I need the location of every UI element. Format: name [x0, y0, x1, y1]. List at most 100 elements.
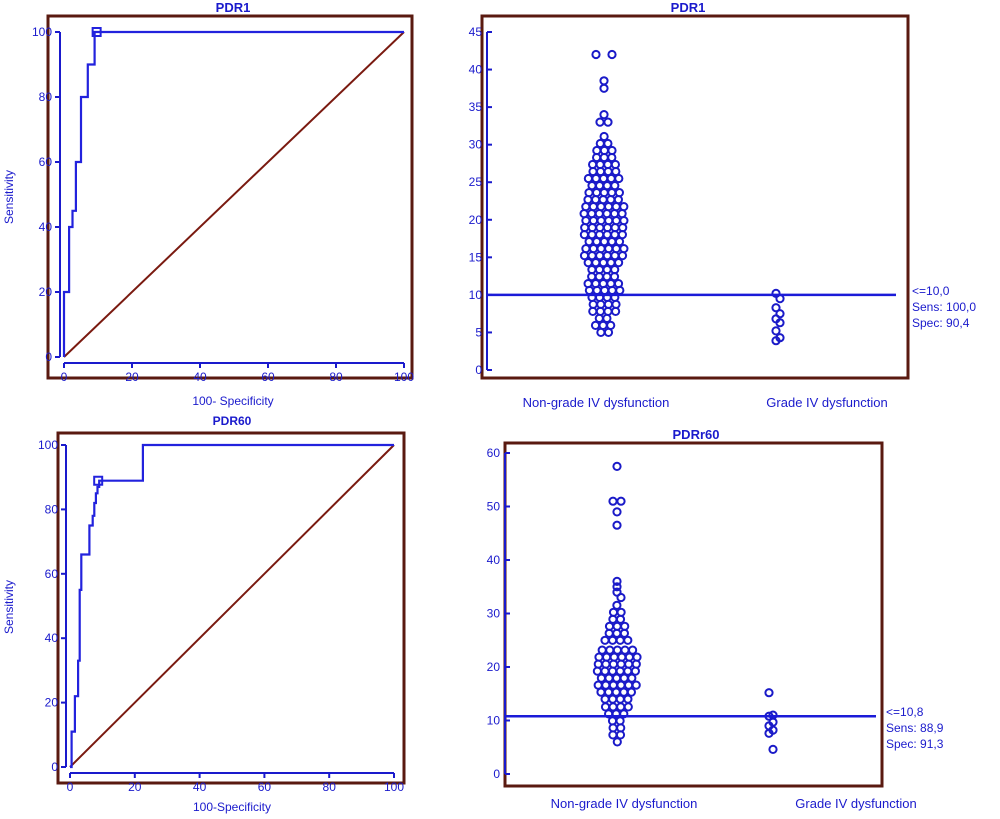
roc-pdr60-plot: 0 20 40 60 80 100 0 20 40 60 80 100	[38, 438, 404, 794]
roc-pdr1-criterion-marker	[91, 27, 102, 37]
dot-pdr1-non-grade-iv-point	[599, 131, 609, 142]
dot-pdr60-non-grade-iv-point	[616, 702, 626, 712]
roc-pdr1-ylabel: Sensitivity	[2, 170, 16, 224]
dot-pdr1-non-grade-iv-point	[606, 320, 616, 330]
dot-pdr60-plot: 0 10 20 30 40 50 60	[487, 446, 876, 781]
roc-pdr1-frame	[46, 14, 414, 380]
roc-pdr1-x-tick-label: 60	[261, 370, 275, 384]
dot-pdr60-non-grade-iv-point	[631, 680, 641, 690]
dot-pdr1-non-grade-iv-point	[599, 76, 609, 86]
dot-pdr60-panel: PDRr60 Non-grade IV dysfunction Grade IV…	[487, 427, 944, 811]
roc-pdr1-y-tick-label: 20	[39, 285, 53, 299]
dot-pdr1-non-grade-iv-point	[619, 244, 629, 254]
dot-pdr60-category-non-grade: Non-grade IV dysfunction	[551, 796, 698, 811]
dot-pdr60-non-grade-iv-point	[600, 702, 611, 712]
roc-pdr1-reference-line	[63, 31, 405, 358]
roc-pdr1-y-tick-label: 40	[39, 220, 53, 234]
dot-pdr1-category-grade-iv: Grade IV dysfunction	[766, 395, 887, 410]
dot-pdr1-non-grade-iv-point	[610, 159, 621, 170]
dot-pdr60-y-tick-label: 40	[487, 553, 501, 567]
dot-pdr60-non-grade-iv-point	[612, 645, 623, 655]
dot-pdr1-non-grade-iv-point	[603, 117, 613, 127]
roc-pdr60-y-tick-label: 80	[45, 502, 59, 516]
roc-pdr1-plot: 0 20 40 60 80 100 0 20 40 60 80 100	[32, 25, 414, 384]
dot-pdr1-grade-iv-point	[771, 326, 781, 336]
dot-pdr1-spec-label: Spec: 90,4	[912, 316, 970, 330]
dot-pdr60-non-grade-iv-point	[608, 702, 618, 712]
dot-pdr60-spec-label: Spec: 91,3	[886, 737, 944, 751]
dot-pdr1-non-grade-iv-point	[595, 117, 605, 127]
dot-pdr1-title: PDR1	[671, 0, 706, 15]
roc-pdr60-criterion-marker	[93, 475, 104, 486]
dot-pdr60-non-grade-iv-point	[616, 592, 626, 603]
dot-pdr1-non-grade-iv-point	[595, 138, 605, 149]
dot-pdr60-non-grade-iv-point	[612, 520, 622, 530]
dot-pdr1-non-grade-iv-point	[617, 251, 628, 261]
dot-pdr60-grade-iv-point	[764, 728, 774, 738]
dot-pdr60-non-grade-iv-point	[616, 607, 626, 617]
dot-pdr60-frame	[503, 441, 884, 788]
dot-pdr1-non-grade-iv-point	[610, 181, 620, 191]
dot-pdr60-non-grade-iv-point	[612, 600, 622, 610]
roc-pdr1-x-tick-label: 80	[329, 370, 343, 384]
roc-pdr1-title: PDR1	[216, 0, 251, 15]
roc-pdr60-y-tick-label: 0	[51, 760, 58, 774]
dot-pdr1-non-grade-iv-point	[598, 320, 608, 330]
dot-pdr1-y-tick-label: 5	[475, 325, 482, 339]
dot-pdr1-non-grade-iv-point	[613, 279, 624, 289]
roc-pdr1-y-tick-label: 60	[39, 155, 53, 169]
dot-pdr60-non-grade-iv-point	[596, 673, 607, 683]
dot-pdr1-y-tick-label: 35	[469, 100, 483, 114]
dot-pdr1-y-tick-label: 25	[469, 175, 483, 189]
dot-pdr60-y-tick-label: 20	[487, 660, 501, 674]
roc-pdr60-x-tick-label: 20	[128, 780, 142, 794]
dot-pdr60-category-grade-iv: Grade IV dysfunction	[795, 796, 916, 811]
dot-pdr1-category-non-grade: Non-grade IV dysfunction	[523, 395, 670, 410]
roc-pdr60-y-tick-label: 40	[45, 631, 59, 645]
dot-pdr1-non-grade-iv-point	[599, 110, 609, 120]
roc-pdr1-panel: PDR1 100- Specificity Sensitivity 0 20 40 6…	[2, 0, 414, 408]
dot-pdr1-non-grade-iv-point	[607, 49, 617, 60]
dot-pdr1-non-grade-iv-point	[591, 258, 601, 268]
dot-pdr1-non-grade-iv-point	[602, 313, 612, 323]
dot-pdr1-non-grade-iv-point	[595, 181, 605, 191]
dot-pdr1-non-grade-iv-point	[599, 83, 609, 93]
roc-pdr1-x-tick-label: 0	[61, 370, 68, 384]
dot-pdr1-non-grade-iv-point	[614, 258, 624, 268]
dot-pdr1-frame	[480, 14, 910, 380]
dot-pdr60-y-tick-label: 60	[487, 446, 501, 460]
dot-pdr1-cutoff-label: <=10,0	[912, 284, 950, 298]
dot-pdr1-non-grade-iv-point	[610, 251, 620, 261]
roc-pdr60-xlabel: 100-Specificity	[193, 800, 271, 814]
dot-pdr1-non-grade-iv-point	[602, 251, 612, 261]
dot-pdr1-non-grade-iv-point	[591, 49, 601, 60]
roc-pdr1-y-tick-label: 100	[32, 25, 52, 39]
dot-pdr60-non-grade-iv-point	[605, 645, 615, 655]
dot-pdr1-non-grade-iv-point	[587, 251, 597, 261]
roc-pdr60-panel: PDR60 100-Specificity Sensitivity 0 20 40 6…	[2, 414, 406, 814]
dot-pdr1-plot: 0 5 10 15 20 25 30 35 40 45	[469, 25, 896, 377]
dot-pdr1-sens-label: Sens: 100,0	[912, 300, 976, 314]
dot-pdr60-non-grade-iv-point	[612, 737, 622, 747]
roc-pdr1-x-tick-label: 20	[125, 370, 139, 384]
dot-pdr1-y-tick-label: 15	[469, 250, 483, 264]
dot-pdr1-non-grade-iv-point	[579, 251, 590, 261]
dot-pdr60-non-grade-iv-point	[632, 652, 642, 662]
roc-pdr1-y-tick-label: 80	[39, 90, 53, 104]
dot-pdr1-non-grade-iv-point	[587, 181, 597, 191]
dot-pdr1-non-grade-iv-point	[583, 258, 593, 268]
dot-pdr60-non-grade-iv-point	[619, 709, 629, 719]
dot-pdr60-grade-iv-point	[764, 688, 774, 698]
roc-pdr60-x-tick-label: 60	[258, 780, 272, 794]
dot-pdr1-grade-iv-point	[771, 336, 781, 346]
dot-pdr60-y-tick-label: 0	[493, 767, 500, 781]
dot-pdr1-y-tick-label: 30	[469, 138, 483, 152]
dot-pdr60-non-grade-iv-point	[604, 673, 614, 683]
dot-pdr1-y-tick-label: 0	[475, 363, 482, 377]
dot-pdr60-non-grade-iv-point	[612, 507, 622, 517]
dot-pdr1-non-grade-iv-point	[583, 173, 594, 184]
roc-pdr1-x-tick-label: 40	[193, 370, 207, 384]
roc-pdr60-y-tick-label: 100	[38, 438, 58, 452]
dot-pdr1-non-grade-iv-point	[602, 181, 612, 191]
dot-pdr1-non-grade-iv-point	[619, 202, 629, 212]
